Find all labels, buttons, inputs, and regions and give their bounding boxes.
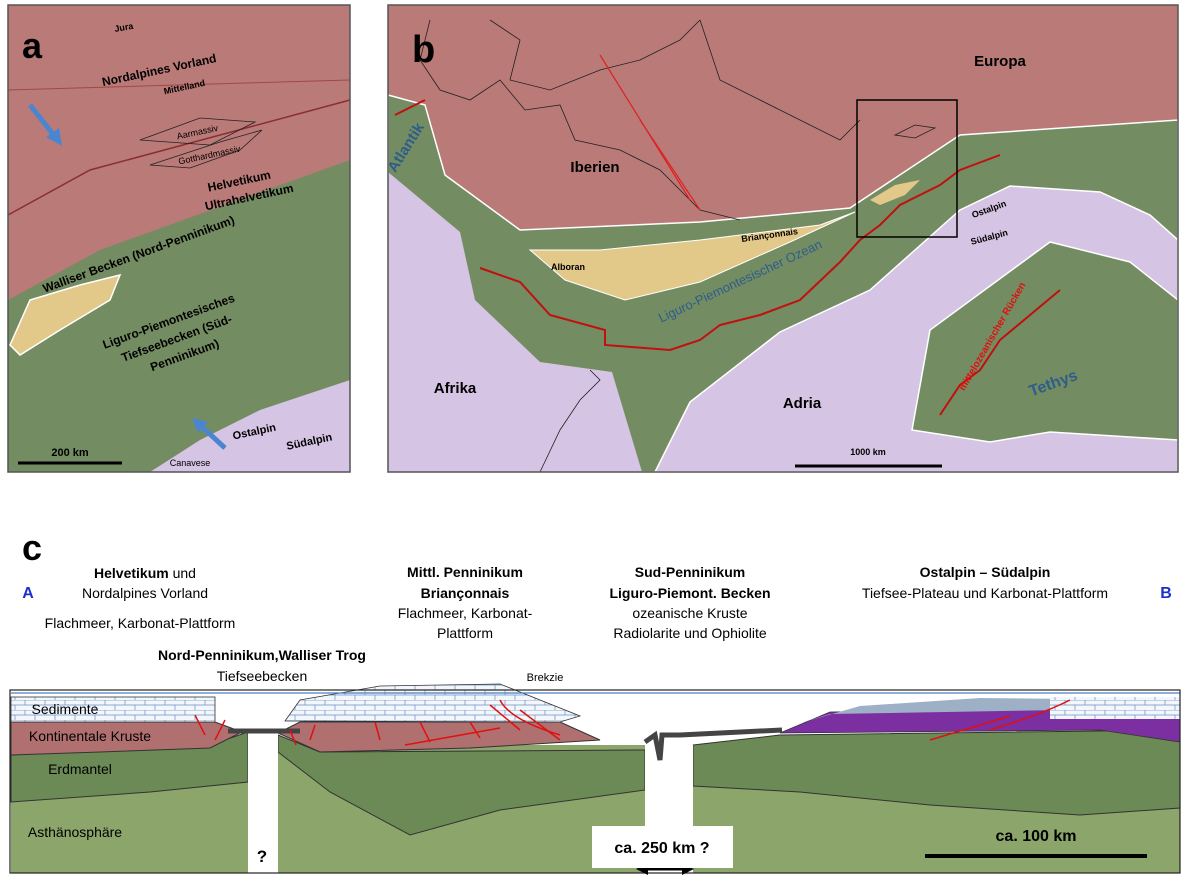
header: Tiefsee-Plateau und Karbonat-Plattform [862,585,1108,601]
label: B [1160,585,1172,602]
panel-label: b [412,29,435,71]
scale-label: 1000 km [850,447,886,457]
panel-c: c A B Helvetikum und Nordalpines Vorland… [10,527,1180,875]
panel-b: b Europa Atlantik Iberien Briançonnais A… [384,5,1178,472]
header-rest: und [169,565,196,581]
header: Nord-Penninikum,Walliser Trog [158,647,366,663]
header: Mittl. Penninikum [407,564,523,580]
header: Flachmeer, Karbonat- [398,605,533,621]
label: Afrika [434,380,477,397]
header: Briançonnais [421,585,510,601]
header: Plattform [437,625,493,641]
header: Helvetikum und [94,565,196,581]
header: Flachmeer, Karbonat-Plattform [45,615,236,631]
panel-a: a Jura Nordalpines Vorland Mittelland Aa… [8,5,350,472]
label: ca. 250 km ? [614,840,709,857]
label: A [22,585,34,602]
panel-label: c [22,527,42,568]
header: Ostalpin – Südalpin [920,564,1051,580]
header: ozeanische Kruste [632,605,747,621]
label: Iberien [570,159,619,176]
header: Radiolarite und Ophiolite [613,625,767,641]
label: Alboran [551,262,585,272]
scale-label: 200 km [51,447,89,459]
figure: a Jura Nordalpines Vorland Mittelland Aa… [0,0,1187,876]
label: Europa [974,53,1026,70]
label: Canavese [170,458,211,468]
header: Sud-Penninikum [635,564,745,580]
label: Adria [783,395,822,412]
header: Tiefseebecken [217,668,308,684]
label: Asthänosphäre [28,824,122,840]
scale-label: ca. 100 km [996,828,1077,845]
header: Liguro-Piemont. Becken [609,585,770,601]
label: Erdmantel [48,761,112,777]
header: Nordalpines Vorland [82,585,208,601]
panel-label: a [22,25,43,66]
label: Kontinentale Kruste [29,728,151,744]
label: Sedimente [32,701,99,717]
label: ? [257,847,267,866]
label: Brekzie [527,672,564,684]
header-bold: Helvetikum [94,565,169,581]
